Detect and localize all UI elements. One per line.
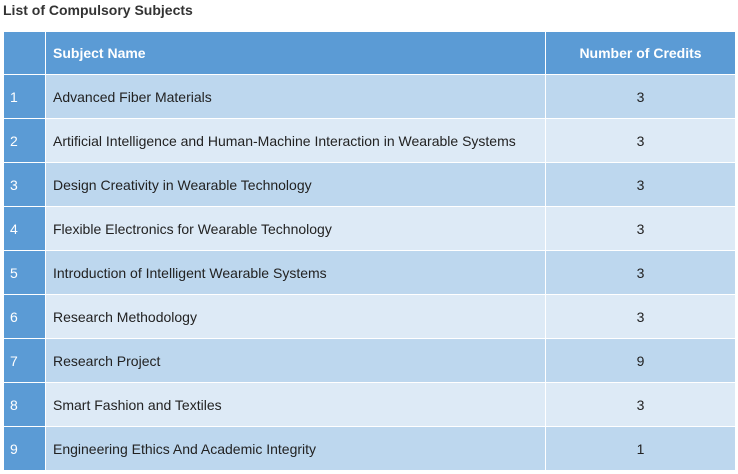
- row-number: 6: [3, 294, 46, 339]
- header-number: [3, 31, 46, 75]
- table-row: 7 Research Project 9: [3, 338, 736, 383]
- table-row: 3 Design Creativity in Wearable Technolo…: [3, 162, 736, 207]
- row-number: 5: [3, 250, 46, 295]
- subject-credits: 3: [545, 118, 736, 163]
- subject-credits: 3: [545, 74, 736, 119]
- subject-name: Artificial Intelligence and Human-Machin…: [45, 118, 546, 163]
- row-number: 8: [3, 382, 46, 427]
- subject-credits: 1: [545, 426, 736, 471]
- compulsory-subjects-table: Subject Name Number of Credits 1 Advance…: [3, 31, 736, 471]
- header-subject-name: Subject Name: [45, 31, 546, 75]
- row-number: 1: [3, 74, 46, 119]
- row-number: 9: [3, 426, 46, 471]
- subject-credits: 9: [545, 338, 736, 383]
- subject-name: Engineering Ethics And Academic Integrit…: [45, 426, 546, 471]
- subject-name: Flexible Electronics for Wearable Techno…: [45, 206, 546, 251]
- subject-credits: 3: [545, 250, 736, 295]
- table-row: 2 Artificial Intelligence and Human-Mach…: [3, 118, 736, 163]
- subject-name: Research Project: [45, 338, 546, 383]
- row-number: 4: [3, 206, 46, 251]
- subject-name: Design Creativity in Wearable Technology: [45, 162, 546, 207]
- table-row: 5 Introduction of Intelligent Wearable S…: [3, 250, 736, 295]
- subject-name: Research Methodology: [45, 294, 546, 339]
- row-number: 7: [3, 338, 46, 383]
- table-row: 8 Smart Fashion and Textiles 3: [3, 382, 736, 427]
- subject-credits: 3: [545, 162, 736, 207]
- subject-credits: 3: [545, 382, 736, 427]
- subject-credits: 3: [545, 294, 736, 339]
- table-row: 4 Flexible Electronics for Wearable Tech…: [3, 206, 736, 251]
- subject-credits: 3: [545, 206, 736, 251]
- section-heading: List of Compulsory Subjects: [3, 2, 193, 18]
- subject-name: Introduction of Intelligent Wearable Sys…: [45, 250, 546, 295]
- header-number-of-credits: Number of Credits: [545, 31, 736, 75]
- table-header-row: Subject Name Number of Credits: [3, 31, 736, 75]
- subject-name: Smart Fashion and Textiles: [45, 382, 546, 427]
- table-row: 6 Research Methodology 3: [3, 294, 736, 339]
- row-number: 2: [3, 118, 46, 163]
- subject-name: Advanced Fiber Materials: [45, 74, 546, 119]
- row-number: 3: [3, 162, 46, 207]
- table-row: 1 Advanced Fiber Materials 3: [3, 74, 736, 119]
- table-row: 9 Engineering Ethics And Academic Integr…: [3, 426, 736, 471]
